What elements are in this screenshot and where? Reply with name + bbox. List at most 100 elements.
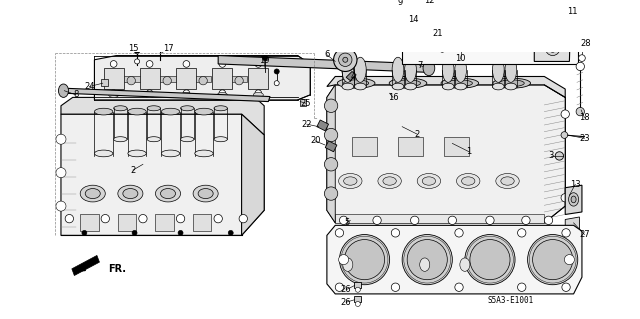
Text: 28: 28 bbox=[580, 39, 591, 48]
Text: 24: 24 bbox=[84, 82, 95, 91]
Polygon shape bbox=[177, 68, 196, 89]
Ellipse shape bbox=[195, 108, 213, 115]
Polygon shape bbox=[61, 114, 264, 235]
Circle shape bbox=[579, 55, 586, 62]
Circle shape bbox=[110, 90, 117, 97]
Circle shape bbox=[339, 53, 352, 66]
Ellipse shape bbox=[499, 80, 524, 86]
Ellipse shape bbox=[496, 174, 519, 189]
Polygon shape bbox=[218, 56, 429, 72]
Polygon shape bbox=[355, 282, 361, 288]
Polygon shape bbox=[398, 137, 423, 156]
Circle shape bbox=[355, 301, 360, 307]
Circle shape bbox=[561, 132, 568, 138]
Circle shape bbox=[555, 152, 564, 160]
Circle shape bbox=[339, 255, 349, 265]
Polygon shape bbox=[327, 85, 335, 223]
Circle shape bbox=[134, 49, 140, 54]
Text: 8: 8 bbox=[74, 90, 79, 100]
Ellipse shape bbox=[156, 185, 180, 202]
Circle shape bbox=[492, 24, 505, 37]
Polygon shape bbox=[196, 77, 211, 82]
Polygon shape bbox=[248, 68, 268, 89]
Circle shape bbox=[373, 216, 381, 225]
Polygon shape bbox=[507, 10, 519, 20]
Polygon shape bbox=[565, 217, 579, 235]
Ellipse shape bbox=[392, 83, 404, 90]
Text: FR.: FR. bbox=[108, 264, 126, 274]
Circle shape bbox=[472, 23, 483, 33]
Ellipse shape bbox=[571, 196, 576, 203]
Text: 6: 6 bbox=[324, 50, 330, 59]
Ellipse shape bbox=[396, 80, 420, 86]
Polygon shape bbox=[327, 85, 565, 223]
Circle shape bbox=[262, 56, 268, 61]
Ellipse shape bbox=[456, 174, 480, 189]
Circle shape bbox=[324, 187, 338, 200]
Polygon shape bbox=[327, 77, 565, 97]
Polygon shape bbox=[402, 1, 578, 64]
Circle shape bbox=[339, 216, 348, 225]
Polygon shape bbox=[124, 77, 140, 82]
Circle shape bbox=[214, 214, 222, 223]
Circle shape bbox=[579, 21, 586, 28]
Ellipse shape bbox=[214, 137, 227, 142]
Ellipse shape bbox=[344, 80, 369, 86]
Ellipse shape bbox=[505, 57, 516, 82]
Polygon shape bbox=[212, 68, 232, 89]
Ellipse shape bbox=[80, 185, 106, 202]
Circle shape bbox=[56, 134, 66, 144]
Circle shape bbox=[147, 90, 153, 97]
Circle shape bbox=[439, 46, 445, 52]
Circle shape bbox=[561, 110, 570, 118]
Ellipse shape bbox=[180, 106, 194, 111]
Text: 23: 23 bbox=[579, 134, 590, 143]
Polygon shape bbox=[241, 114, 264, 235]
Circle shape bbox=[576, 108, 584, 116]
Ellipse shape bbox=[145, 93, 155, 97]
Text: 26: 26 bbox=[341, 285, 351, 294]
Polygon shape bbox=[440, 31, 445, 36]
Ellipse shape bbox=[253, 93, 263, 97]
Circle shape bbox=[417, 15, 429, 29]
Ellipse shape bbox=[501, 177, 514, 185]
Ellipse shape bbox=[180, 137, 194, 142]
Circle shape bbox=[420, 41, 426, 48]
Circle shape bbox=[518, 283, 526, 291]
Circle shape bbox=[470, 240, 510, 280]
Circle shape bbox=[255, 90, 262, 97]
Circle shape bbox=[56, 201, 66, 211]
Ellipse shape bbox=[392, 57, 404, 82]
Text: 22: 22 bbox=[301, 120, 312, 129]
Ellipse shape bbox=[58, 84, 68, 97]
Polygon shape bbox=[140, 68, 159, 89]
Text: 15: 15 bbox=[127, 44, 138, 53]
Circle shape bbox=[324, 128, 338, 142]
Circle shape bbox=[183, 90, 189, 97]
Ellipse shape bbox=[383, 177, 396, 185]
Polygon shape bbox=[232, 77, 248, 82]
Polygon shape bbox=[534, 1, 571, 62]
Polygon shape bbox=[352, 137, 377, 156]
Text: 2: 2 bbox=[131, 166, 136, 174]
Ellipse shape bbox=[195, 150, 213, 157]
Ellipse shape bbox=[389, 78, 427, 88]
Polygon shape bbox=[193, 214, 211, 231]
Circle shape bbox=[178, 230, 183, 235]
Ellipse shape bbox=[161, 189, 175, 199]
Circle shape bbox=[177, 214, 185, 223]
Circle shape bbox=[219, 90, 226, 97]
Ellipse shape bbox=[85, 189, 100, 199]
Ellipse shape bbox=[355, 83, 366, 90]
Circle shape bbox=[56, 168, 66, 178]
Polygon shape bbox=[80, 214, 99, 231]
Ellipse shape bbox=[417, 174, 440, 189]
Ellipse shape bbox=[547, 15, 559, 29]
Circle shape bbox=[82, 230, 87, 235]
Circle shape bbox=[564, 255, 575, 265]
Text: 4: 4 bbox=[351, 72, 356, 81]
Ellipse shape bbox=[492, 57, 504, 82]
Ellipse shape bbox=[342, 83, 354, 90]
Text: 3: 3 bbox=[548, 152, 554, 160]
Circle shape bbox=[199, 77, 207, 85]
